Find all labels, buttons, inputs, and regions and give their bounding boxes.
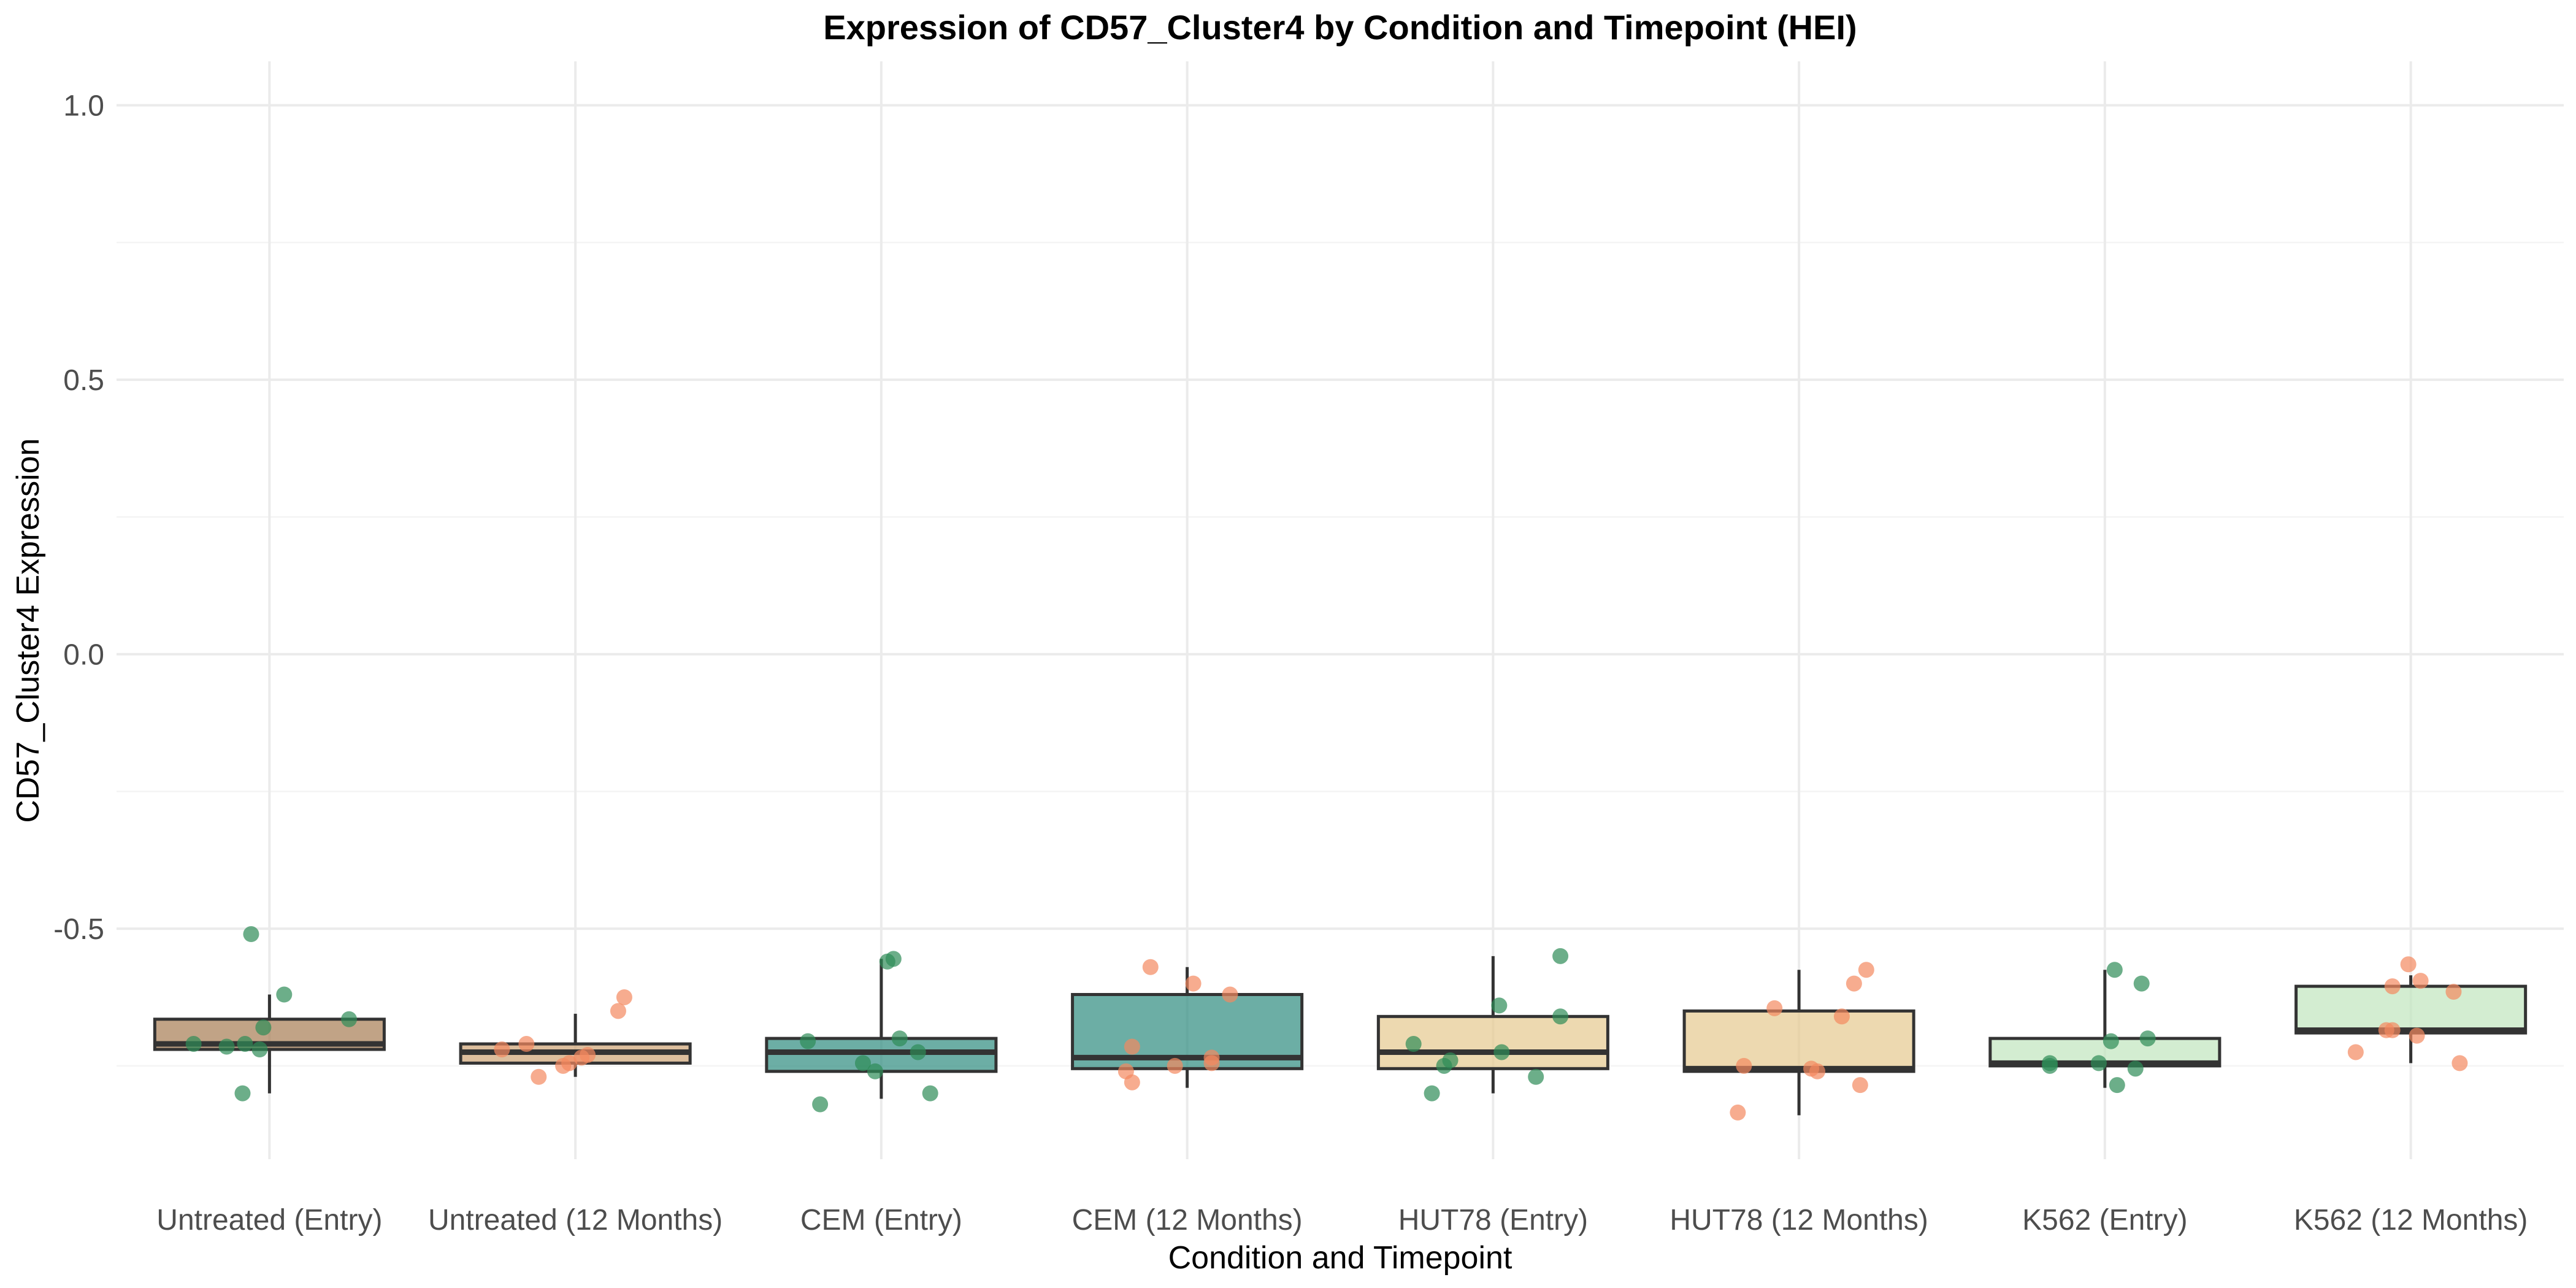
box-group [765, 959, 998, 1099]
data-point [185, 1036, 202, 1052]
data-point [237, 1036, 253, 1052]
data-point [276, 986, 293, 1003]
data-point [2139, 1030, 2156, 1047]
data-point [1736, 1057, 1752, 1074]
data-point [1124, 1074, 1140, 1091]
data-point [555, 1057, 572, 1074]
box-group [2294, 975, 2528, 1064]
box-iqr [1682, 1009, 1915, 1073]
grid [117, 61, 2564, 1159]
data-point [1493, 1044, 1510, 1060]
x-tick-label: K562 (Entry) [2022, 1204, 2187, 1236]
data-point [2445, 984, 2462, 1000]
data-point [255, 1019, 272, 1036]
data-point [251, 1041, 268, 1057]
data-point [243, 926, 259, 943]
y-tick-label: 1.0 [63, 90, 104, 123]
y-tick-label: -0.5 [53, 913, 104, 946]
x-tick-label: Untreated (12 Months) [428, 1204, 723, 1236]
data-point [1528, 1068, 1544, 1085]
x-tick-label: CEM (Entry) [800, 1204, 962, 1236]
data-point [341, 1011, 358, 1027]
x-tick-label: HUT78 (12 Months) [1669, 1204, 1928, 1236]
data-point [910, 1044, 926, 1060]
x-tick-label: K562 (12 Months) [2294, 1204, 2528, 1236]
data-point [2384, 978, 2401, 995]
data-point [2103, 1033, 2119, 1049]
data-point [610, 1003, 626, 1019]
data-point [1858, 962, 1874, 978]
data-point [573, 1049, 590, 1066]
data-point [1124, 1038, 1140, 1055]
y-tick-label: 0.5 [63, 364, 104, 397]
box-iqr [2294, 984, 2528, 1035]
data-point [531, 1068, 547, 1085]
data-point [1491, 997, 1508, 1014]
x-tick-label: Untreated (Entry) [156, 1204, 382, 1236]
data-point [2412, 973, 2429, 989]
data-point [800, 1033, 816, 1049]
box-group [1071, 967, 1304, 1088]
data-point [1552, 1008, 1569, 1025]
data-point [1167, 1057, 1183, 1074]
y-axis-title: CD57_Cluster4 Expression [10, 438, 46, 822]
data-point [891, 1030, 908, 1047]
data-point [854, 1055, 871, 1071]
data-point [2042, 1057, 2058, 1074]
data-point [1142, 959, 1159, 975]
box-group [1376, 956, 1609, 1094]
data-point [518, 1036, 535, 1052]
data-point [218, 1038, 235, 1055]
x-tick-label: CEM (12 Months) [1072, 1204, 1303, 1236]
data-point [2347, 1044, 2364, 1060]
data-point [867, 1063, 883, 1079]
data-point [2090, 1055, 2107, 1071]
box-series [153, 956, 2528, 1116]
box-group [1988, 970, 2221, 1088]
data-point [1552, 948, 1569, 964]
data-point [2409, 1027, 2425, 1044]
data-point [2133, 975, 2150, 992]
data-point [1833, 1008, 1850, 1025]
data-point [1185, 975, 1202, 992]
data-point [1846, 975, 1862, 992]
x-tick-label: HUT78 (Entry) [1398, 1204, 1588, 1236]
data-point [2109, 1077, 2125, 1094]
data-point [1766, 1000, 1783, 1016]
data-point [1424, 1085, 1440, 1102]
data-point [1852, 1077, 1868, 1094]
data-point [616, 989, 632, 1005]
data-point [1222, 986, 1238, 1003]
data-point [1436, 1057, 1452, 1074]
data-point [2400, 956, 2417, 973]
data-point [812, 1096, 829, 1113]
data-point [494, 1041, 510, 1057]
y-tick-label: 0.0 [63, 639, 104, 672]
data-point [2451, 1055, 2468, 1071]
x-axis-title: Condition and Timepoint [1168, 1240, 1512, 1276]
data-point [2106, 962, 2123, 978]
data-point [1809, 1063, 1826, 1079]
chart-title: Expression of CD57_Cluster4 by Condition… [823, 8, 1857, 47]
data-point [922, 1085, 938, 1102]
data-point [2378, 1022, 2394, 1038]
data-point [1405, 1036, 1422, 1052]
data-point [1203, 1055, 1220, 1071]
data-points [185, 926, 2468, 1121]
data-point [1730, 1104, 1746, 1121]
data-point [2127, 1060, 2144, 1077]
y-axis-ticks: -0.5 0.0 0.5 1.0 [53, 90, 104, 946]
box-group [1682, 970, 1915, 1116]
x-axis-ticks: Untreated (Entry) Untreated (12 Months) CE… [156, 1204, 2528, 1236]
data-point [879, 953, 895, 970]
data-point [234, 1085, 251, 1102]
